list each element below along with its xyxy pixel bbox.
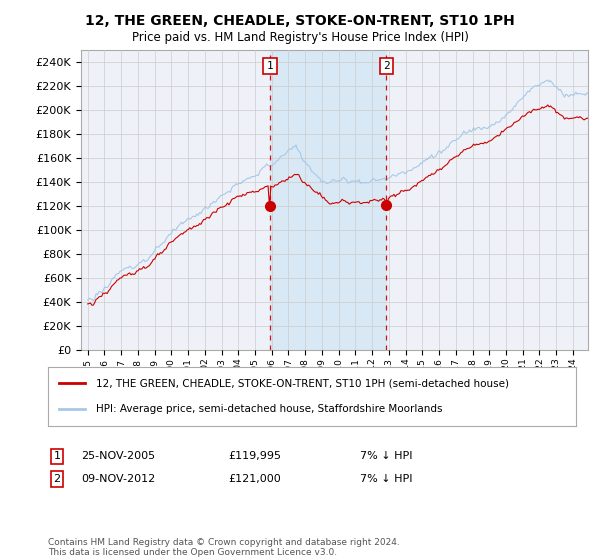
Text: 7% ↓ HPI: 7% ↓ HPI [360,451,413,461]
Text: 12, THE GREEN, CHEADLE, STOKE-ON-TRENT, ST10 1PH: 12, THE GREEN, CHEADLE, STOKE-ON-TRENT, … [85,14,515,28]
Text: 1: 1 [267,61,274,71]
Text: 25-NOV-2005: 25-NOV-2005 [81,451,155,461]
Text: Price paid vs. HM Land Registry's House Price Index (HPI): Price paid vs. HM Land Registry's House … [131,31,469,44]
Text: 09-NOV-2012: 09-NOV-2012 [81,474,155,484]
Text: Contains HM Land Registry data © Crown copyright and database right 2024.
This d: Contains HM Land Registry data © Crown c… [48,538,400,557]
Text: 2: 2 [383,61,390,71]
Text: 1: 1 [53,451,61,461]
Text: £119,995: £119,995 [228,451,281,461]
Text: £121,000: £121,000 [228,474,281,484]
Text: 7% ↓ HPI: 7% ↓ HPI [360,474,413,484]
Text: 12, THE GREEN, CHEADLE, STOKE-ON-TRENT, ST10 1PH (semi-detached house): 12, THE GREEN, CHEADLE, STOKE-ON-TRENT, … [95,378,509,388]
Text: HPI: Average price, semi-detached house, Staffordshire Moorlands: HPI: Average price, semi-detached house,… [95,404,442,414]
Bar [270,50,386,350]
Text: 2: 2 [53,474,61,484]
